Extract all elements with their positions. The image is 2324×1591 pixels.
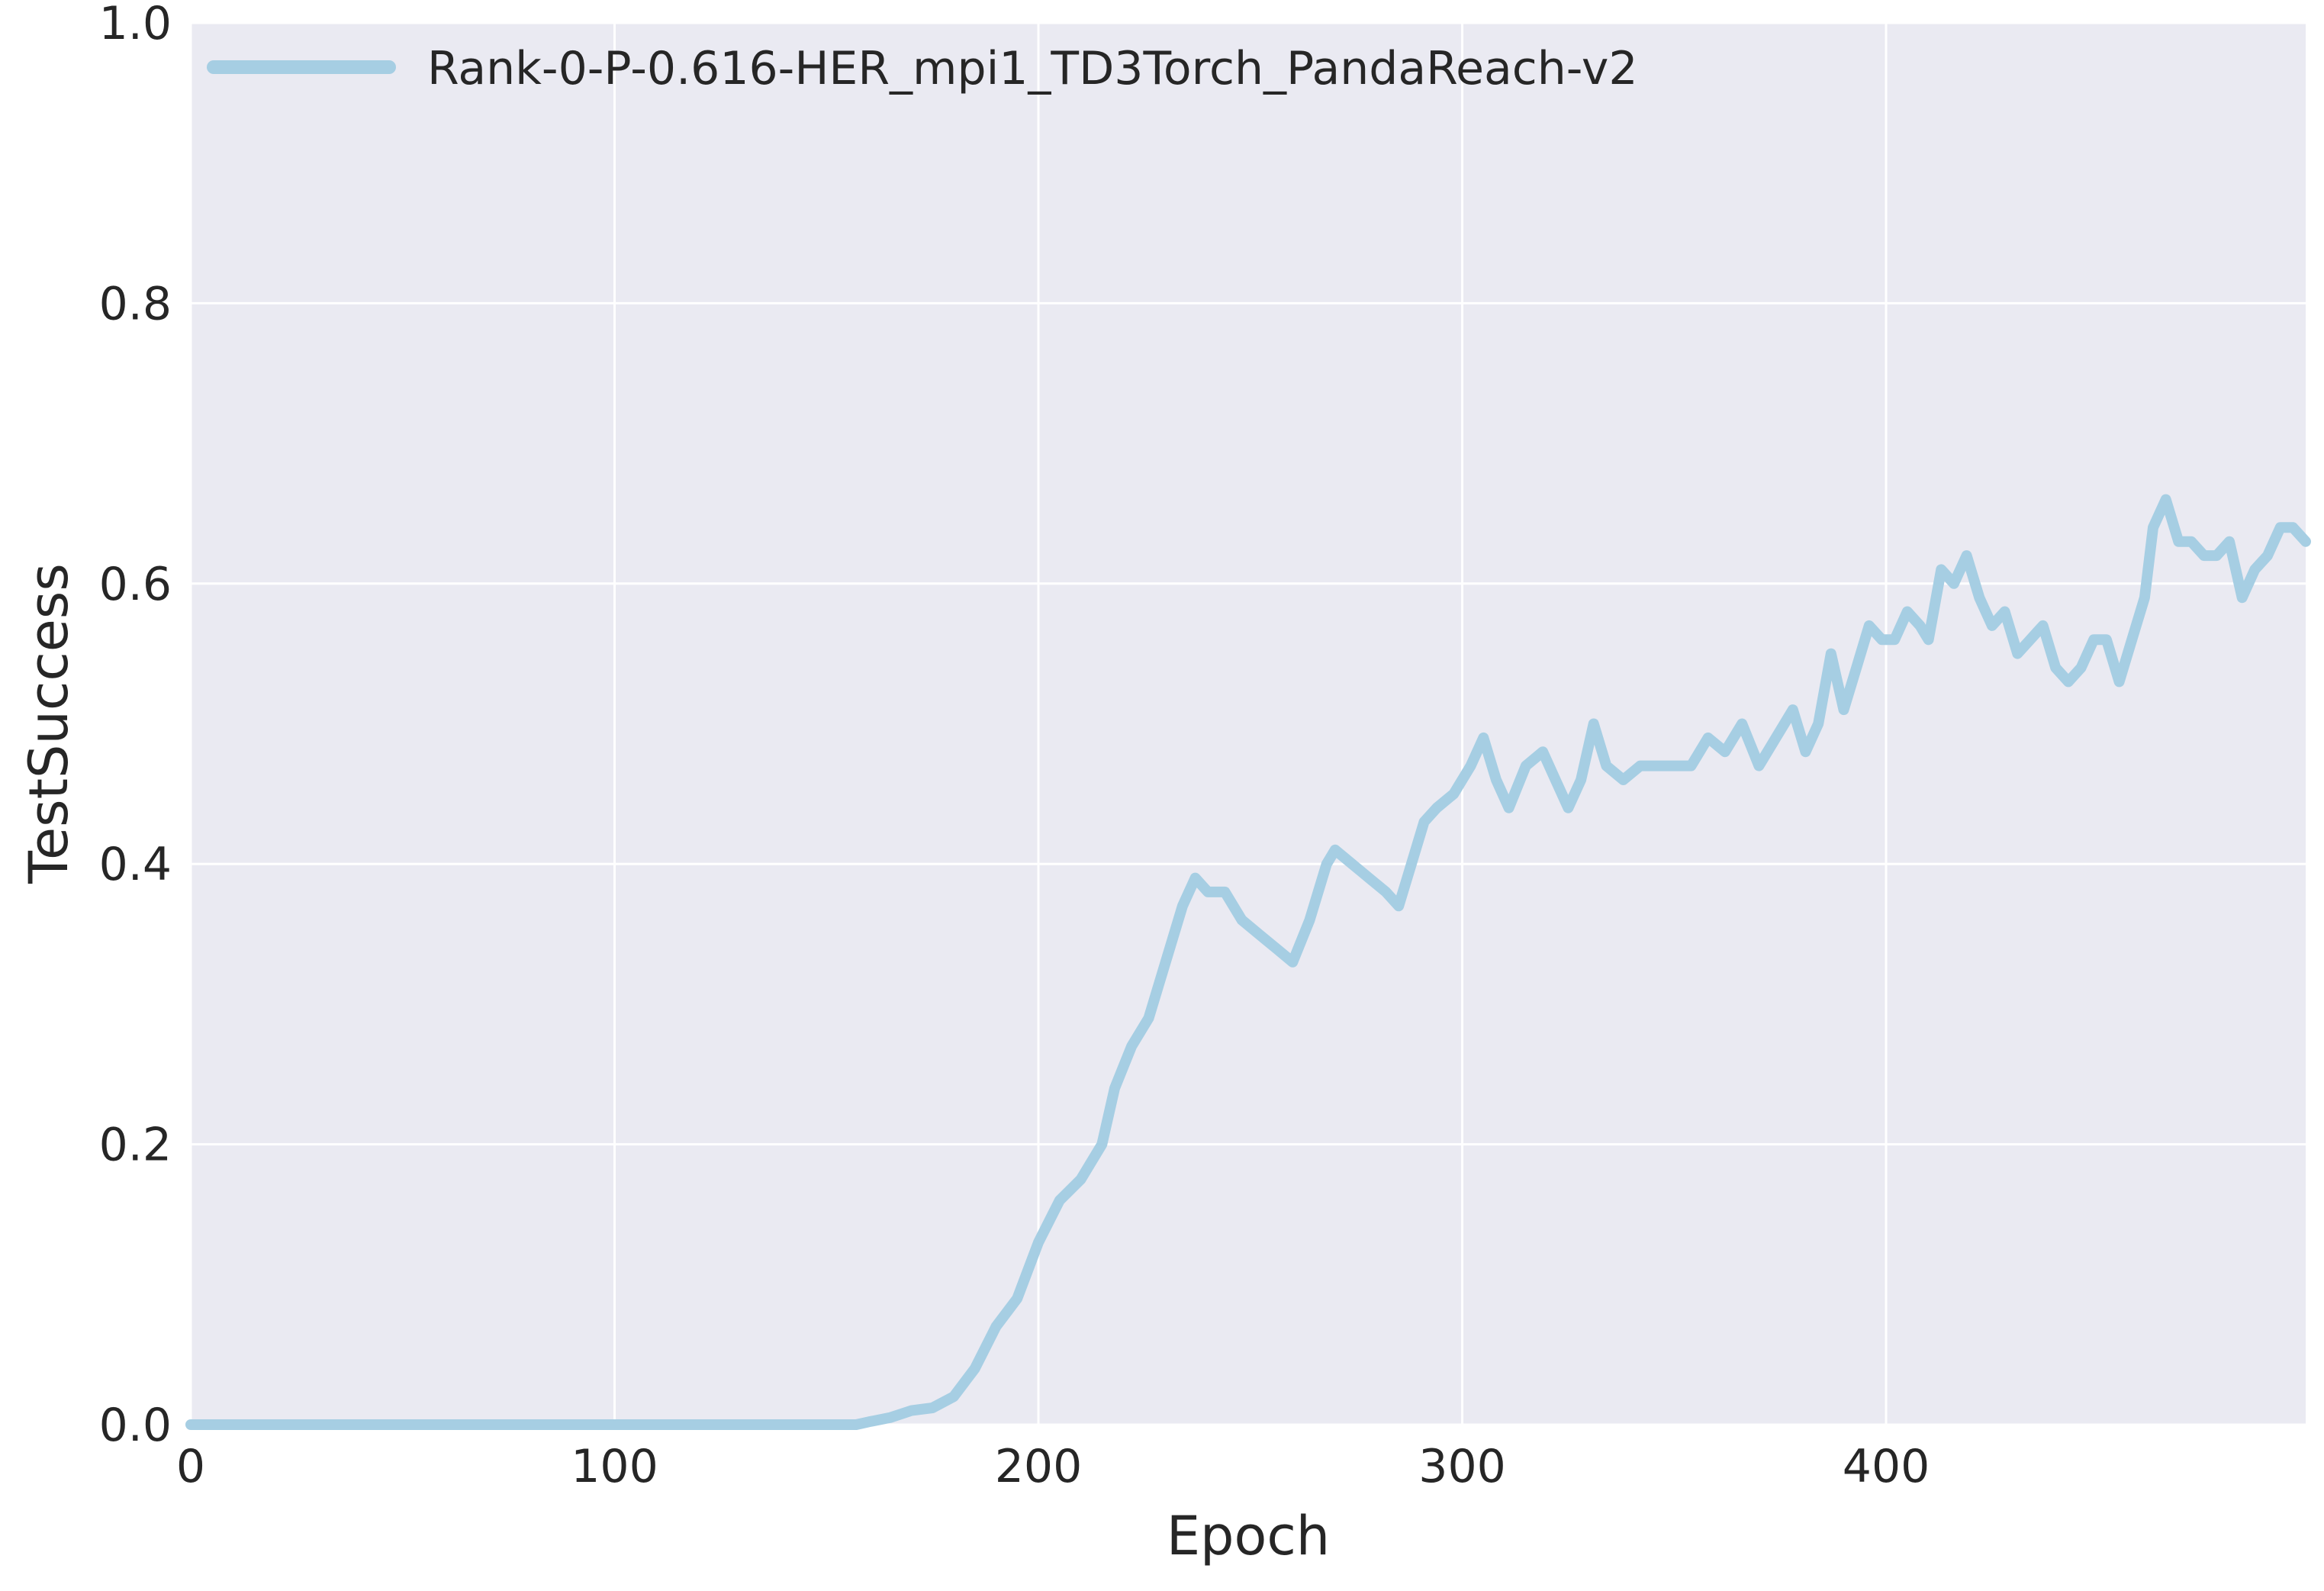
plot-area: [191, 23, 2306, 1425]
tick-labels: 0 100 200 300 400 0.0 0.2 0.4 0.6 0.8 1.0: [99, 0, 1930, 1493]
y-tick-label: 0.2: [99, 1119, 172, 1172]
x-tick-label: 300: [1418, 1440, 1506, 1493]
grid-lines: [189, 21, 2306, 1426]
x-axis-label: Epoch: [1167, 1505, 1330, 1567]
x-tick-label: 400: [1843, 1440, 1930, 1493]
y-tick-label: 0.8: [99, 277, 172, 330]
x-tick-label: 0: [176, 1440, 205, 1493]
y-tick-label: 0.4: [99, 838, 172, 891]
y-tick-label: 0.0: [99, 1399, 172, 1452]
x-tick-label: 100: [571, 1440, 658, 1493]
series-layer: [185, 494, 2311, 1430]
x-tick-label: 200: [995, 1440, 1083, 1493]
y-axis-label: TestSuccess: [18, 563, 80, 884]
series-line: [185, 494, 2311, 1430]
y-tick-label: 0.6: [99, 558, 172, 611]
legend: Rank-0-P-0.616-HER_mpi1_TD3Torch_PandaRe…: [207, 42, 1638, 95]
y-tick-label: 1.0: [99, 0, 172, 50]
legend-label: Rank-0-P-0.616-HER_mpi1_TD3Torch_PandaRe…: [427, 42, 1638, 95]
